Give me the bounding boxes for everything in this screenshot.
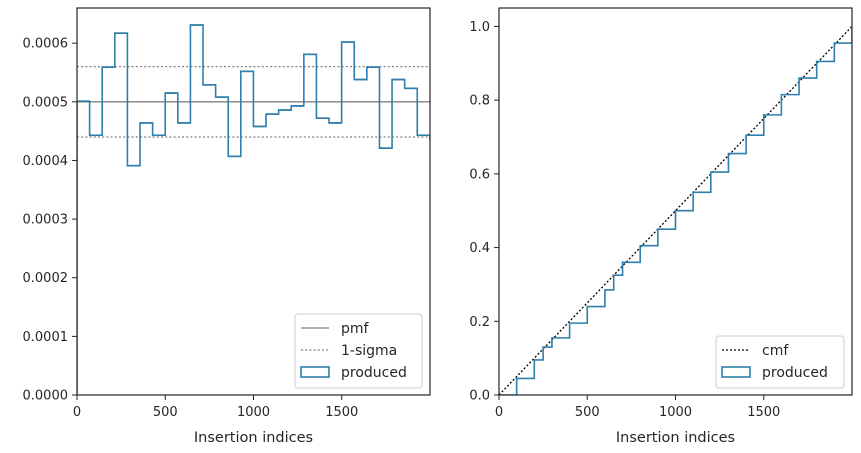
left-plot-area bbox=[77, 24, 430, 395]
legend-box bbox=[715, 335, 845, 389]
right-x-tick-label: 1500 bbox=[747, 405, 780, 420]
left-y-tick-label: 0.0005 bbox=[23, 95, 69, 110]
legend-box bbox=[294, 313, 423, 389]
right-x-tick-label: 1000 bbox=[659, 405, 692, 420]
right-y-tick-label: 0.6 bbox=[469, 167, 490, 182]
left-x-tick-label: 1500 bbox=[325, 405, 358, 420]
left-frame bbox=[76, 7, 431, 396]
right-y-tick-label: 0.4 bbox=[469, 241, 490, 256]
legend-swatch bbox=[300, 366, 330, 378]
left-x-tick-label: 1000 bbox=[237, 405, 270, 420]
legend-swatch bbox=[721, 366, 751, 378]
legend-label: produced bbox=[762, 365, 828, 381]
left-y-tick-label: 0.0006 bbox=[23, 37, 69, 52]
legend-label: pmf bbox=[341, 321, 370, 337]
left-x-tick-label: 500 bbox=[153, 405, 178, 420]
right-ticks: 0 500 1000 1500 0.0 0.2 0.4 0.6 0.8 1.0 bbox=[469, 20, 780, 420]
legend-label: cmf bbox=[762, 343, 789, 359]
right-chart: 0 500 1000 1500 0.0 0.2 0.4 0.6 0.8 1.0 Insertion… bbox=[469, 7, 853, 446]
left-x-axis-label: Insertion indices bbox=[194, 430, 313, 446]
left-x-tick-label: 0 bbox=[73, 405, 81, 420]
right-x-tick-label: 0 bbox=[495, 405, 503, 420]
left-legend: pmf 1-sigma produced bbox=[294, 313, 423, 389]
left-y-tick-label: 0.0003 bbox=[23, 213, 69, 228]
legend-label: produced bbox=[341, 365, 407, 381]
left-ticks: 0 500 1000 1500 0.0000 0.0001 0.0002 0.0003 0.00… bbox=[23, 37, 359, 420]
right-frame bbox=[498, 7, 853, 396]
right-legend: cmf produced bbox=[715, 335, 845, 389]
right-x-axis-label: Insertion indices bbox=[616, 430, 735, 446]
right-y-tick-label: 1.0 bbox=[469, 20, 490, 35]
right-y-tick-label: 0.8 bbox=[469, 94, 490, 109]
right-y-tick-label: 0.2 bbox=[469, 315, 490, 330]
left-y-tick-label: 0.0004 bbox=[23, 154, 69, 169]
cmf-line bbox=[499, 25, 852, 395]
right-y-tick-label: 0.0 bbox=[469, 389, 490, 404]
right-plot-area bbox=[499, 25, 852, 395]
left-chart: 0 500 1000 1500 0.0000 0.0001 0.0002 0.0003 0.00… bbox=[23, 7, 431, 446]
left-y-tick-label: 0.0000 bbox=[23, 389, 69, 404]
left-y-tick-label: 0.0002 bbox=[23, 271, 69, 286]
legend-label: 1-sigma bbox=[341, 343, 397, 359]
left-y-tick-label: 0.0001 bbox=[23, 330, 69, 345]
right-x-tick-label: 500 bbox=[575, 405, 600, 420]
